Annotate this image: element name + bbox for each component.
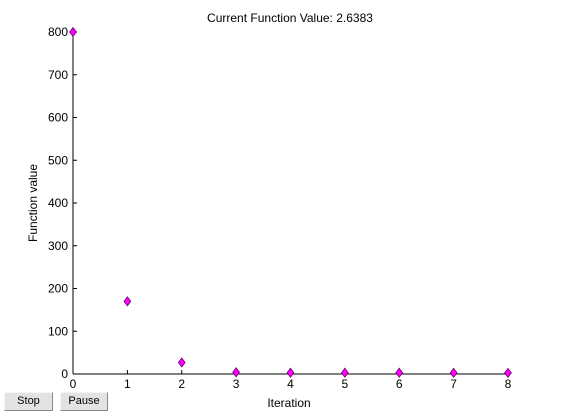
y-tick-label: 200: [48, 282, 68, 296]
pause-button[interactable]: Pause: [60, 392, 108, 411]
stop-button[interactable]: Stop: [4, 392, 53, 411]
y-tick-label: 0: [61, 367, 68, 381]
y-tick-label: 500: [48, 153, 68, 167]
x-tick-label: 2: [178, 377, 185, 391]
x-tick-label: 1: [124, 377, 131, 391]
data-point: [504, 367, 512, 379]
data-point: [123, 296, 132, 307]
y-tick-label: 700: [48, 68, 68, 82]
x-tick-label: 6: [396, 377, 403, 391]
x-axis-label: Iteration: [267, 396, 310, 410]
x-tick-label: 3: [233, 377, 240, 391]
data-point: [395, 367, 404, 378]
x-tick-label: 0: [70, 377, 77, 391]
data-point: [232, 367, 240, 378]
y-tick-label: 100: [48, 324, 68, 338]
data-point: [286, 367, 295, 378]
y-tick-label: 600: [48, 111, 68, 125]
y-tick-label: 800: [48, 25, 68, 39]
y-tick-label: 300: [48, 239, 68, 253]
y-axis-label: Function value: [26, 164, 40, 242]
x-tick-label: 5: [342, 377, 349, 391]
data-point: [341, 367, 349, 378]
y-axis: 0 100 200 300 400 500 600 700 800: [48, 25, 77, 381]
chart-title: Current Function Value: 2.6383: [207, 11, 373, 25]
y-tick-label: 400: [48, 196, 68, 210]
x-tick-label: 7: [450, 377, 457, 391]
x-axis: 0 1 2 3 4 5 6 7 8: [70, 370, 512, 391]
data-point: [69, 26, 77, 38]
data-point: [449, 367, 458, 379]
data-points: [69, 26, 512, 379]
data-point: [177, 357, 186, 368]
x-tick-label: 4: [287, 377, 294, 391]
x-tick-label: 8: [505, 377, 512, 391]
